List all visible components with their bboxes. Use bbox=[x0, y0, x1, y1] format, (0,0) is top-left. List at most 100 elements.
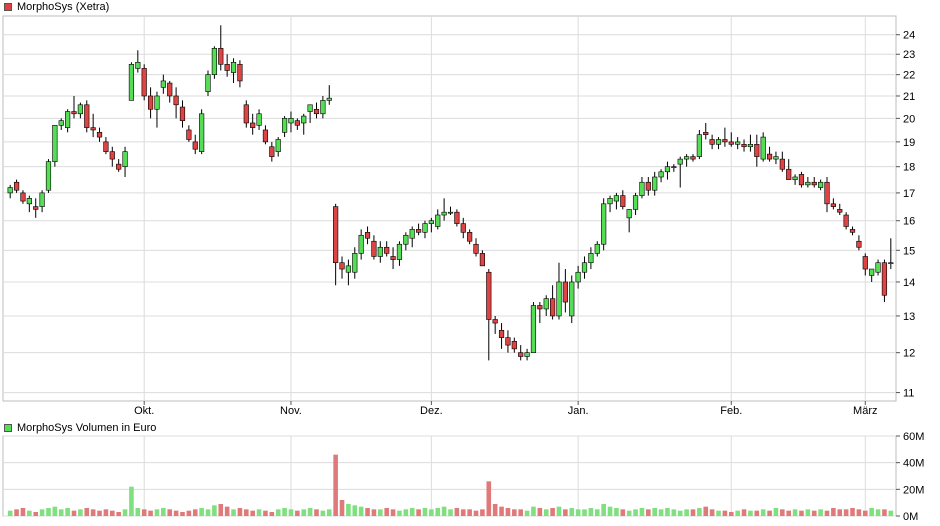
candle-body bbox=[13, 181, 20, 191]
candle-body bbox=[122, 151, 128, 167]
volume-bar bbox=[480, 509, 485, 516]
volume-bar bbox=[333, 454, 338, 516]
volume-bar bbox=[154, 509, 160, 516]
candle-body bbox=[428, 220, 434, 224]
volume-tick-label: 40M bbox=[903, 458, 924, 470]
candle-body bbox=[658, 171, 664, 178]
candle-body bbox=[562, 281, 568, 303]
candle-body bbox=[307, 104, 313, 112]
volume-bar bbox=[231, 509, 236, 516]
volume-bar bbox=[728, 512, 734, 516]
candle-body bbox=[798, 174, 805, 186]
volume-bar bbox=[301, 509, 307, 516]
volume-bar bbox=[365, 508, 370, 516]
volume-bar bbox=[263, 510, 268, 516]
volume-bar bbox=[633, 509, 638, 516]
volume-bar bbox=[594, 509, 600, 516]
price-x-label: Feb. bbox=[720, 405, 742, 417]
volume-bar bbox=[601, 504, 606, 516]
candle-body bbox=[677, 158, 683, 165]
candle-body bbox=[518, 352, 524, 357]
candle-body bbox=[773, 156, 779, 160]
candle-body bbox=[237, 64, 243, 82]
price-chart-title: MorphoSys (Xetra) bbox=[17, 1, 110, 13]
volume-bar bbox=[684, 509, 689, 516]
candle-body bbox=[422, 223, 428, 233]
volume-bar bbox=[735, 510, 740, 516]
price-tick-label: 17 bbox=[903, 188, 915, 200]
candle-body bbox=[275, 139, 281, 152]
candle-body bbox=[224, 64, 230, 71]
volume-bar bbox=[409, 508, 415, 516]
volume-bar bbox=[454, 508, 460, 516]
price-legend: MorphoSys (Xetra) bbox=[4, 0, 109, 14]
volume-bar bbox=[244, 509, 249, 516]
candle-body bbox=[709, 139, 715, 145]
candle-body bbox=[601, 203, 607, 245]
candle-body bbox=[811, 181, 817, 186]
candle-body bbox=[505, 337, 511, 346]
candle-body bbox=[352, 253, 358, 273]
volume-bar bbox=[320, 510, 326, 516]
candle-body bbox=[875, 262, 881, 273]
candle-body bbox=[103, 141, 109, 152]
candle-body bbox=[460, 223, 466, 233]
candle-body bbox=[7, 187, 13, 194]
volume-bar bbox=[799, 510, 804, 516]
volume-bar bbox=[607, 506, 613, 516]
volume-bar bbox=[569, 508, 575, 516]
price-x-label: März bbox=[853, 405, 877, 417]
volume-bar bbox=[697, 508, 702, 516]
volume-bar bbox=[780, 509, 785, 516]
candle-body bbox=[173, 95, 179, 106]
volume-chart-title: MorphoSys Volumen in Euro bbox=[17, 422, 157, 434]
candle-body bbox=[837, 209, 843, 213]
volume-bar bbox=[626, 510, 632, 516]
volume-bar bbox=[677, 510, 683, 516]
volume-bar bbox=[786, 510, 792, 516]
candle-body bbox=[530, 305, 537, 353]
volume-bar bbox=[818, 509, 823, 516]
candle-body bbox=[160, 80, 166, 88]
candle-body bbox=[498, 329, 505, 338]
volume-bar bbox=[556, 506, 562, 516]
volume-bar bbox=[575, 509, 581, 516]
volume-bar bbox=[543, 509, 549, 516]
candle-body bbox=[243, 104, 249, 124]
volume-bar bbox=[773, 508, 779, 516]
volume-bar bbox=[192, 509, 198, 516]
candle-body bbox=[179, 106, 186, 121]
candle-body bbox=[90, 127, 96, 131]
candle-body bbox=[141, 68, 147, 97]
candle-body bbox=[843, 214, 849, 227]
price-tick-label: 22 bbox=[903, 70, 915, 82]
volume-bar bbox=[614, 508, 619, 516]
volume-bar bbox=[652, 508, 657, 516]
candle-body bbox=[581, 262, 588, 273]
volume-bar bbox=[384, 508, 389, 516]
volume-legend: MorphoSys Volumen in Euro bbox=[4, 421, 156, 435]
candle-body bbox=[45, 161, 52, 191]
volume-bar bbox=[173, 510, 179, 516]
volume-bar bbox=[524, 510, 530, 516]
volume-bar bbox=[58, 509, 64, 516]
volume-bar bbox=[269, 512, 275, 516]
candle-body bbox=[537, 305, 543, 310]
candle-body bbox=[26, 198, 32, 205]
candle-body bbox=[409, 229, 415, 239]
candle-body bbox=[626, 209, 632, 219]
candle-body bbox=[39, 192, 45, 207]
price-tick-label: 13 bbox=[903, 311, 915, 323]
volume-bar bbox=[27, 510, 32, 516]
candle-body bbox=[818, 181, 824, 188]
volume-bar bbox=[665, 508, 670, 516]
volume-tick-label: 0M bbox=[903, 511, 918, 523]
volume-bar bbox=[512, 509, 517, 516]
candle-body bbox=[524, 352, 530, 357]
candle-body bbox=[339, 262, 345, 270]
candle-body bbox=[186, 129, 192, 140]
volume-bar bbox=[550, 508, 555, 516]
volume-bar bbox=[52, 506, 58, 516]
volume-bar bbox=[180, 512, 185, 516]
